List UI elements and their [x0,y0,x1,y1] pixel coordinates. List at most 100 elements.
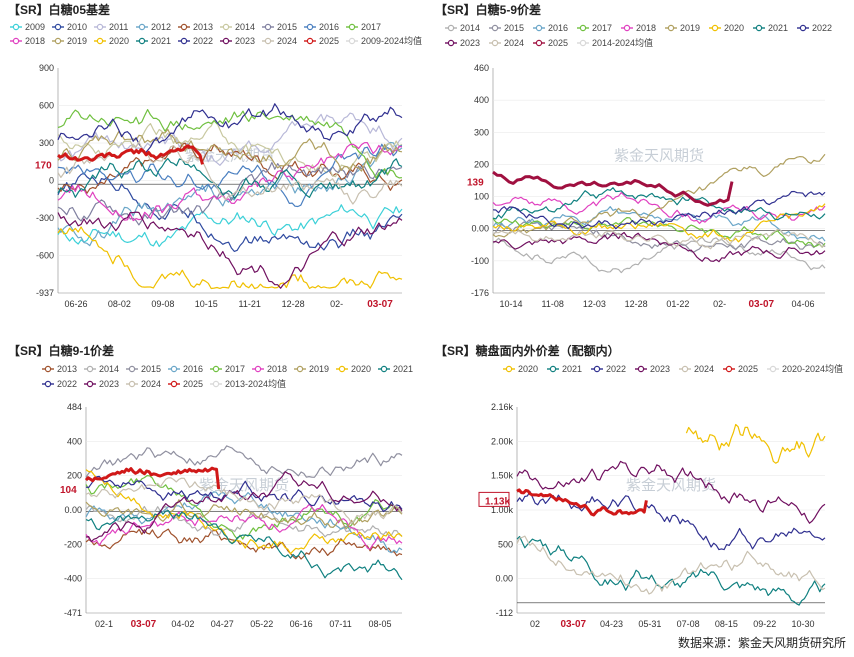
x-tick-label: 04-02 [171,619,194,629]
legend-item[interactable]: 2010 [52,22,87,32]
legend-item[interactable]: 2020 [94,36,129,46]
legend-item[interactable]: 2025 [304,36,339,46]
legend-label: 2014 [99,364,119,374]
legend-item[interactable]: 2023 [84,379,119,389]
legend-label: 2022 [606,364,626,374]
legend-label: 2015 [277,22,297,32]
legend-item[interactable]: 2019 [52,36,87,46]
legend-item[interactable]: 2023 [220,36,255,46]
legend-label: 2011 [109,22,128,32]
legend-item[interactable]: 2017 [577,23,612,33]
legend-item[interactable]: 2024 [126,379,161,389]
legend-item[interactable]: 2025 [168,379,203,389]
series-line-2020 [492,203,826,243]
legend-label: 2024 [141,379,161,389]
legend-item[interactable]: 2021 [753,23,788,33]
legend-item[interactable]: 2025 [723,364,758,374]
series-line-2015 [85,445,403,478]
y-tick-label: 460 [474,63,489,73]
legend-label: 2015 [141,364,161,374]
legend-item[interactable]: 2009-2024均值 [346,35,422,46]
legend-item[interactable]: 2016 [533,23,568,33]
legend-item[interactable]: 2022 [42,379,77,389]
legend-item[interactable]: 2023 [445,38,480,48]
current-value-label: 1.13k [485,496,510,507]
legend-item[interactable]: 2015 [262,22,297,32]
legend-item[interactable]: 2012 [136,22,171,32]
legend-label: 2018 [636,23,656,33]
x-tick-label: 11-21 [239,299,261,309]
legend-item[interactable]: 2014 [445,23,480,33]
x-tick-label: 02-1 [95,619,113,629]
legend-item[interactable]: 2014-2024均值 [577,37,653,48]
legend-item[interactable]: 2022 [591,364,626,374]
legend-item[interactable]: 2013 [178,22,213,32]
legend-item[interactable]: 2017 [346,22,381,32]
legend-item[interactable]: 2020 [709,23,744,33]
legend-item[interactable]: 2021 [136,36,171,46]
x-tick-label: 12-28 [282,299,305,309]
legend-item[interactable]: 2021 [547,364,582,374]
legend-label: 2017 [592,23,612,33]
x-tick-label: 04-23 [600,619,623,629]
y-tick-label: 400 [67,436,82,446]
series-line-2010 [57,172,403,252]
legend-item[interactable]: 2013-2024均值 [210,378,286,389]
legend-item[interactable]: 2024 [489,38,524,48]
series-line-2020 [57,226,403,290]
x-tick-label: 02- [330,299,343,309]
legend-item[interactable]: 2020 [503,364,538,374]
series-line-2019 [492,153,826,238]
legend-item[interactable]: 2025 [533,38,568,48]
legend-label: 2019 [309,364,329,374]
legend-item[interactable]: 2014 [84,364,119,374]
chart-05-basis: 【SR】白糖05基差 2009 2010 2011 2012 2013 2014 2015 20… [8,2,422,310]
chart-title: 【SR】糖盘面内外价差（配额内） [435,343,620,358]
y-tick-label: 484 [67,402,82,412]
legend-label: 2010 [67,22,87,32]
legend-item[interactable]: 2015 [489,23,524,33]
legend-item[interactable]: 2018 [252,364,287,374]
legend-label: 2023 [650,364,670,374]
legend-label: 2021 [393,364,413,374]
legend-label: 2017 [361,22,381,32]
legend-label: 2021 [768,23,788,33]
legend-item[interactable]: 2011 [94,22,128,32]
y-tick-label: -176 [471,288,489,298]
legend-item[interactable]: 2013 [42,364,77,374]
legend-item[interactable]: 2020 [336,364,371,374]
series-line-2018 [85,503,403,550]
legend-item[interactable]: 2015 [126,364,161,374]
legend-item[interactable]: 2020-2024均值 [767,363,843,374]
series-line-2024 [85,477,403,525]
legend-item[interactable]: 2023 [635,364,670,374]
legend-item[interactable]: 2018 [621,23,656,33]
legend-item[interactable]: 2022 [797,23,832,33]
legend-item[interactable]: 2019 [294,364,329,374]
legend-item[interactable]: 2022 [178,36,213,46]
y-tick-label: -200 [64,539,82,549]
legend-item[interactable]: 2021 [378,364,413,374]
legend-label: 2009-2024均值 [361,35,422,46]
legend-item[interactable]: 2016 [168,364,203,374]
legend-label: 2016 [183,364,203,374]
legend-item[interactable]: 2017 [210,364,245,374]
watermark: 紫金天风期货 [626,477,716,494]
chart-5-9-spread: 【SR】白糖5-9价差 2014 2015 2016 2017 2018 2019 2020 2… [435,2,832,310]
legend-item[interactable]: 2016 [304,22,339,32]
series-line-2023 [57,211,403,289]
legend-item[interactable]: 2024 [679,364,714,374]
legend-item[interactable]: 2014 [220,22,255,32]
x-tick-label: 03-07 [367,299,393,310]
series-line-2011 [57,112,403,166]
y-tick-label: -300 [36,213,54,223]
x-tick-label: 03-07 [748,299,774,310]
series-line-2019 [57,128,403,172]
series-line-2022 [57,103,403,155]
legend-item[interactable]: 2018 [10,36,45,46]
legend-label: 2022 [812,23,832,33]
legend-item[interactable]: 2009 [10,22,45,32]
legend-item[interactable]: 2024 [262,36,297,46]
legend-item[interactable]: 2019 [665,23,700,33]
legend-label: 2014 [235,22,255,32]
